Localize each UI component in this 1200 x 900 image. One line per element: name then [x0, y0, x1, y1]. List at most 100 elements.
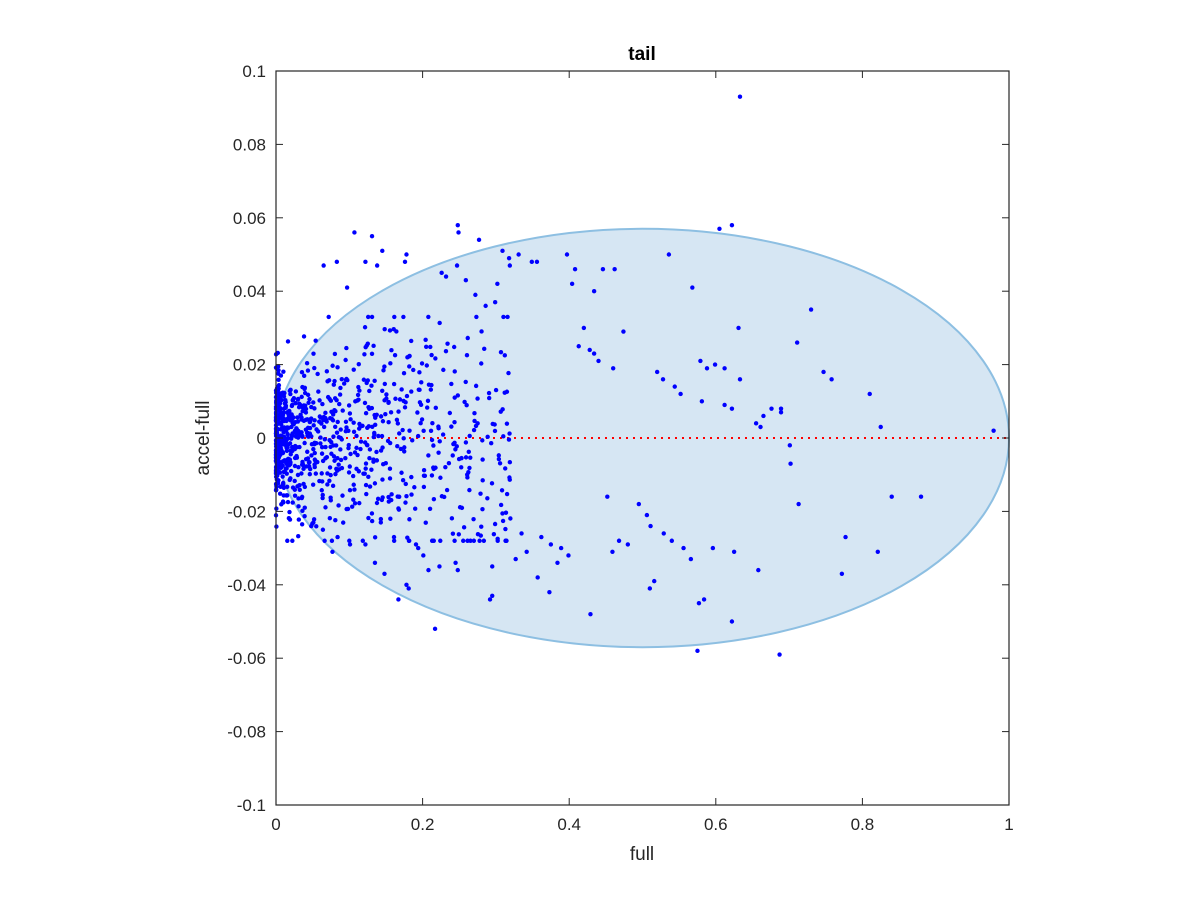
- scatter-point: [426, 453, 431, 458]
- scatter-point: [287, 509, 292, 515]
- scatter-point: [330, 412, 336, 417]
- scatter-point: [463, 440, 469, 445]
- scatter-point: [381, 368, 386, 373]
- scatter-point: [443, 465, 448, 470]
- scatter-point: [605, 494, 610, 499]
- scatter-point: [369, 314, 375, 320]
- scatter-point: [402, 405, 408, 410]
- scatter-point: [378, 520, 384, 525]
- scatter-point: [507, 431, 512, 436]
- scatter-point: [369, 467, 374, 472]
- scatter-point: [465, 335, 470, 341]
- scatter-point: [681, 545, 686, 551]
- scatter-point: [456, 532, 462, 537]
- scatter-point: [397, 397, 403, 402]
- scatter-point: [440, 432, 446, 437]
- scatter-point: [406, 586, 411, 591]
- scatter-point: [345, 377, 350, 383]
- scatter-point: [581, 325, 587, 331]
- scatter-point: [380, 462, 386, 467]
- scatter-point: [701, 597, 707, 602]
- scatter-point: [281, 417, 287, 422]
- scatter-point: [696, 600, 702, 606]
- scatter-point: [299, 522, 305, 527]
- scatter-point: [384, 392, 389, 397]
- scatter-point: [307, 460, 312, 465]
- y-tick-label: -0.08: [227, 723, 266, 742]
- scatter-point: [385, 438, 391, 444]
- scatter-point: [391, 381, 397, 387]
- scatter-point: [397, 431, 402, 436]
- scatter-point: [466, 469, 471, 475]
- scatter-point: [392, 352, 398, 358]
- scatter-point: [487, 597, 493, 602]
- scatter-point: [486, 395, 492, 401]
- scatter-point: [596, 358, 601, 364]
- scatter-point: [307, 419, 313, 424]
- scatter-point: [600, 266, 606, 272]
- scatter-point: [475, 396, 480, 401]
- scatter-point: [366, 515, 371, 521]
- scatter-point: [699, 399, 705, 404]
- scatter-point: [778, 406, 784, 411]
- scatter-point: [403, 481, 408, 487]
- scatter-point: [378, 414, 384, 419]
- scatter-point: [539, 534, 544, 540]
- scatter-point: [333, 443, 339, 448]
- scatter-point: [278, 427, 283, 432]
- scatter-point: [278, 465, 284, 471]
- scatter-point: [481, 538, 487, 543]
- scatter-point: [311, 351, 316, 356]
- scatter-point: [296, 517, 302, 522]
- scatter-point: [320, 492, 325, 498]
- scatter-point: [504, 491, 510, 497]
- scatter-point: [426, 314, 431, 320]
- scatter-point: [325, 394, 331, 400]
- scatter-point: [315, 371, 320, 377]
- scatter-point: [454, 263, 460, 268]
- scatter-point: [369, 511, 375, 516]
- scatter-point: [347, 411, 353, 416]
- scatter-point: [403, 500, 408, 505]
- scatter-point: [382, 381, 388, 387]
- scatter-point: [410, 438, 415, 443]
- scatter-point: [492, 300, 498, 305]
- scatter-point: [777, 652, 782, 657]
- scatter-point: [323, 444, 328, 450]
- scatter-point: [479, 329, 484, 334]
- scatter-point: [558, 545, 564, 551]
- scatter-point: [338, 447, 343, 452]
- scatter-point: [411, 367, 416, 373]
- scatter-point: [472, 418, 477, 424]
- scatter-point: [327, 478, 332, 483]
- scatter-point: [280, 450, 286, 455]
- scatter-point: [402, 259, 408, 265]
- scatter-point: [285, 499, 291, 505]
- scatter-point: [409, 389, 414, 394]
- scatter-point: [369, 518, 375, 524]
- scatter-point: [284, 484, 290, 490]
- scatter-point: [478, 491, 483, 496]
- scatter-point: [500, 248, 505, 254]
- scatter-point: [429, 538, 435, 543]
- scatter-point: [422, 473, 428, 478]
- scatter-point: [395, 444, 400, 449]
- scatter-point: [364, 491, 369, 497]
- scatter-point: [867, 391, 872, 397]
- scatter-point: [372, 560, 378, 565]
- scatter-point: [347, 538, 352, 543]
- scatter-point: [380, 388, 385, 393]
- scatter-point: [490, 564, 495, 569]
- scatter-point: [276, 441, 281, 447]
- scatter-point: [302, 440, 307, 446]
- scatter-point: [352, 501, 358, 506]
- scatter-point: [437, 320, 442, 326]
- scatter-point: [486, 390, 492, 396]
- scatter-point: [483, 303, 488, 309]
- scatter-point: [387, 328, 393, 333]
- scatter-point: [367, 388, 372, 394]
- scatter-point: [362, 325, 368, 330]
- scatter-point: [336, 467, 342, 472]
- scatter-point: [363, 466, 368, 471]
- scatter-point: [690, 285, 695, 290]
